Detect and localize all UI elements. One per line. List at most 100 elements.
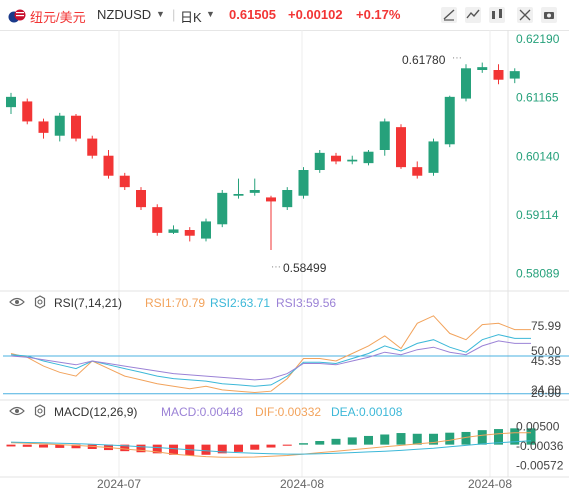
macd-histogram-bar-down	[6, 444, 16, 447]
rsi2-label: RSI2:63.71	[210, 296, 270, 310]
macd-histogram-bar-down	[136, 444, 146, 453]
candle-body-up	[6, 96, 16, 108]
macd-axis-tick: -0.00036	[516, 439, 564, 453]
candle-body-down	[493, 70, 504, 80]
macd-gear-icon[interactable]	[34, 404, 46, 418]
price-axis-tick: 0.61165	[516, 91, 559, 105]
macd-histogram-bar-up	[331, 438, 341, 445]
high-annotation-dots: ⋯	[452, 53, 462, 64]
macd-histogram-bar-up	[347, 437, 357, 445]
caret-down-icon[interactable]: ▼	[206, 9, 215, 19]
macd-panel	[6, 428, 536, 458]
candle-body-up	[461, 68, 471, 99]
dif-line	[10, 432, 531, 458]
price-axis-tick: 0.60140	[516, 149, 560, 163]
macd-histogram-bar-down	[120, 444, 130, 452]
candle-body-down	[38, 121, 49, 133]
rsi-axis-tick: 24.00	[531, 383, 561, 397]
macd-histogram-bar-down	[266, 444, 276, 448]
candle-body-up	[363, 151, 374, 164]
macd-histogram-bar-up	[396, 433, 406, 445]
macd-histogram-bar-down	[234, 444, 243, 452]
macd-histogram-bar-down	[71, 444, 81, 449]
rsi-eye-icon[interactable]	[9, 297, 25, 307]
candle-body-up	[444, 96, 455, 145]
macd-histogram-bar-up	[315, 441, 325, 445]
price-axis-tick: 0.58089	[516, 266, 560, 280]
dea-line	[10, 440, 532, 455]
candle-body-down	[266, 197, 276, 202]
price-change-percent: +0.17%	[356, 7, 401, 22]
rsi-line-rsi1	[10, 315, 531, 394]
macd-histogram-bar-down	[39, 444, 48, 448]
chart-grid	[0, 30, 569, 478]
candle-body-up	[233, 194, 244, 196]
timeframe-selector[interactable]: 日K	[180, 10, 202, 25]
candle-body-up	[428, 141, 439, 173]
candle-body-down	[71, 115, 81, 139]
rsi-axis-tick: 50.00	[531, 344, 561, 358]
macd-histogram-bar-down	[217, 444, 227, 454]
dea-label: DEA:0.00108	[331, 405, 403, 419]
macd-histogram-bar-down	[201, 444, 211, 455]
dif-label: DIF:0.00332	[255, 405, 321, 419]
rsi-gear-icon[interactable]	[34, 295, 46, 309]
candle-body-up	[379, 121, 390, 150]
low-annotation: 0.58499	[283, 261, 327, 275]
nz-us-flag-icon	[8, 9, 26, 23]
macd-histogram-bar-down	[152, 444, 162, 454]
fullscreen-icon[interactable]	[516, 6, 534, 24]
axes: 0.62190 0.61165 0.60140 0.59114 0.58089 75.99…	[97, 32, 564, 491]
candle-body-up	[168, 229, 179, 233]
macd-histogram-bar-down	[22, 444, 32, 447]
macd-histogram-bar-up	[412, 433, 422, 445]
pair-name[interactable]: 纽元/美元	[30, 10, 86, 25]
candle-body-down	[396, 127, 406, 168]
macd-histogram-bar-down	[282, 444, 292, 446]
rsi-axis-tick: 20.00	[531, 386, 561, 400]
candlesticks	[6, 62, 520, 250]
macd-title: MACD(12,26,9)	[54, 405, 137, 419]
macd-histogram-bar-up	[526, 428, 536, 445]
symbol-selector[interactable]: NZDUSD	[97, 7, 152, 22]
candle-body-up	[282, 190, 293, 208]
candle-body-down	[152, 207, 163, 233]
candle-body-down	[119, 175, 130, 188]
macd-histogram-bar-up	[477, 430, 487, 445]
candle-body-down	[331, 155, 341, 162]
candle-body-up	[509, 71, 520, 79]
macd-histogram-bar-up	[299, 443, 308, 445]
drawing-tools-icon[interactable]	[440, 6, 458, 24]
x-axis-tick: 2024-08	[468, 477, 512, 491]
candle-body-up	[201, 221, 211, 239]
x-axis-tick: 2024-08	[280, 477, 324, 491]
price-axis-tick: 0.62190	[516, 32, 560, 46]
macd-histogram-bar-up	[494, 429, 503, 445]
compare-icon[interactable]	[488, 6, 506, 24]
macd-histogram-bar-down	[169, 444, 178, 455]
rsi-line-rsi3	[10, 340, 531, 381]
indicators-icon[interactable]	[464, 6, 482, 24]
rsi3-label: RSI3:59.56	[276, 296, 336, 310]
caret-down-icon[interactable]: ▼	[156, 9, 165, 19]
price-change: +0.00102	[288, 7, 343, 22]
candle-body-up	[249, 190, 260, 193]
macd-axis-tick: 0.00500	[516, 420, 560, 434]
rsi-axis-tick: 75.99	[531, 319, 561, 333]
candle-body-down	[412, 167, 423, 176]
high-annotation: 0.61780	[402, 53, 446, 67]
candle-body-down	[22, 101, 33, 122]
candle-body-up	[314, 152, 325, 170]
macd-axis-tick: -0.00572	[516, 458, 564, 472]
candle-body-down	[184, 230, 195, 236]
macd-histogram-bar-up	[445, 432, 455, 445]
top-toolbar: 纽元/美元 NZDUSD ▼ | 日K ▼ 0.61505 +0.00102 +…	[0, 0, 569, 31]
candle-body-up	[477, 67, 488, 70]
candle-body-down	[87, 138, 98, 156]
snapshot-icon[interactable]	[540, 6, 558, 24]
rsi-panel	[3, 315, 569, 395]
macd-eye-icon[interactable]	[9, 406, 25, 416]
macd-histogram-bar-down	[55, 444, 65, 448]
macd-histogram-bar-up	[364, 435, 373, 445]
